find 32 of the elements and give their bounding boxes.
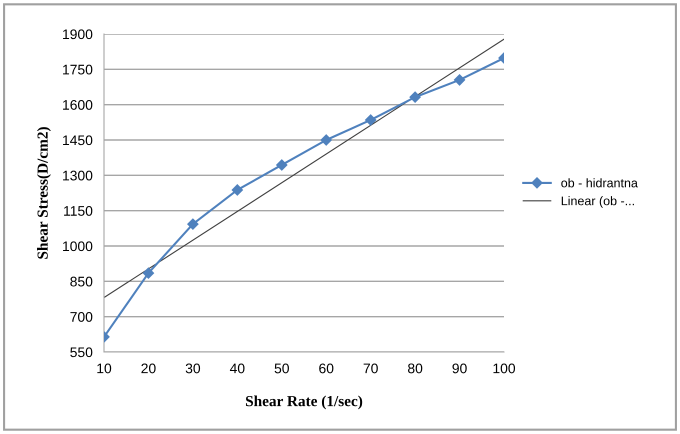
x-tick-label: 70 bbox=[364, 363, 378, 374]
legend-label: Linear (ob -... bbox=[562, 196, 634, 208]
point bbox=[365, 114, 376, 126]
x-tick-label: 40 bbox=[230, 363, 245, 374]
legend-label: ob - hidrantna bbox=[561, 178, 638, 188]
y-tick-label: 1150 bbox=[64, 206, 92, 216]
x-tick-label: 10 bbox=[97, 363, 112, 374]
y-axis-title: Shear Stress(D/cm2) bbox=[37, 127, 51, 259]
point bbox=[142, 267, 154, 279]
point bbox=[454, 74, 466, 86]
x-tick-label: 100 bbox=[493, 363, 516, 374]
point bbox=[320, 134, 332, 146]
y-tick-label: 1750 bbox=[63, 64, 92, 75]
x-tick-label: 50 bbox=[274, 363, 289, 374]
x-tick-label: 80 bbox=[408, 363, 422, 374]
y-tick-label: 1300 bbox=[63, 170, 92, 181]
x-axis-title: Shear Rate (1/sec) bbox=[246, 396, 362, 410]
point bbox=[276, 159, 288, 171]
y-tick-label: 1450 bbox=[63, 135, 92, 146]
x-tick-label: 60 bbox=[319, 363, 334, 374]
x-tick-label: 20 bbox=[141, 363, 156, 374]
y-tick-label: 1900 bbox=[63, 29, 92, 40]
x-tick-label: 90 bbox=[452, 363, 467, 374]
x-tick-label: 30 bbox=[186, 363, 200, 374]
y-tick-label: 1000 bbox=[63, 241, 92, 252]
y-tick-label: 1600 bbox=[63, 100, 92, 110]
point bbox=[232, 184, 243, 196]
y-tick-label: 550 bbox=[70, 347, 92, 358]
y-tick-label: 700 bbox=[70, 312, 92, 322]
point bbox=[187, 218, 198, 230]
y-tick-label: 850 bbox=[70, 276, 92, 287]
point bbox=[410, 92, 421, 103]
